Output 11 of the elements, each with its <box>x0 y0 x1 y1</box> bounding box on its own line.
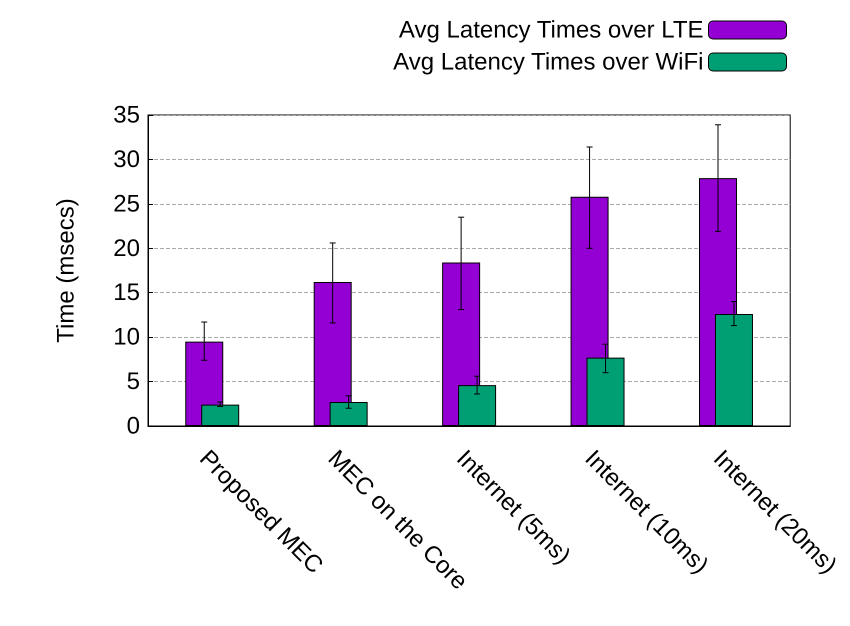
y-tick-label: 15 <box>113 279 140 306</box>
legend-label: Avg Latency Times over WiFi <box>393 48 704 76</box>
y-axis-title: Time (msecs) <box>52 198 80 343</box>
y-tick-label: 10 <box>113 324 140 351</box>
y-tick-label: 25 <box>113 190 140 218</box>
legend-label: Avg Latency Times over LTE <box>398 16 704 44</box>
y-tick-label: 20 <box>113 234 140 262</box>
y-tick-label: 35 <box>113 102 140 128</box>
y-tick-label: 0 <box>126 412 140 440</box>
y-tick-label: 30 <box>113 146 140 173</box>
y-tick-label: 5 <box>126 368 140 396</box>
